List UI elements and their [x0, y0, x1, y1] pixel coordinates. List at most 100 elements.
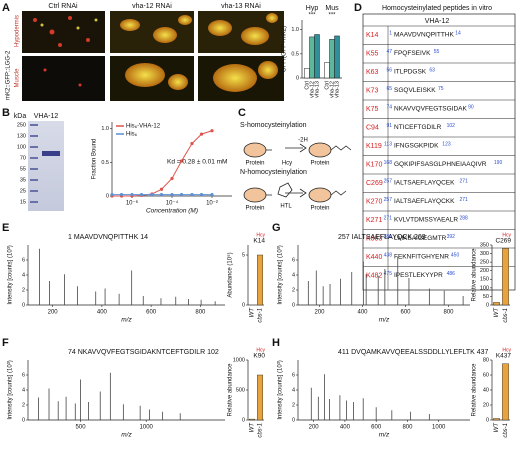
site: K75 — [366, 106, 379, 113]
start: 257 — [384, 197, 393, 203]
table-frame — [362, 13, 516, 291]
y-axis-label: GFP/(GFP+mK2) — [282, 26, 288, 72]
reaction-label: -2H — [298, 138, 308, 144]
site: K170 — [366, 161, 382, 168]
point — [199, 132, 204, 136]
peptide: 257 IALTSAEFLAYQCK 269 — [338, 234, 426, 241]
sequence: ITLPDGSK — [394, 69, 427, 76]
site: K73 — [366, 87, 379, 94]
y-axis-label: Intensity [counts] (10³) — [278, 245, 284, 304]
point — [150, 193, 154, 197]
y-tick-label: 0 — [486, 417, 489, 423]
reagent-label: Hcy — [282, 161, 292, 167]
y-tick-label: 300 — [480, 251, 489, 257]
marker-label: 15 — [20, 199, 26, 205]
site: K482 — [366, 272, 382, 279]
end: 392 — [447, 234, 456, 240]
point — [199, 193, 204, 197]
y-axis-label: Relative abundance — [228, 363, 234, 417]
site: K55 — [366, 50, 379, 57]
end: 55 — [434, 49, 440, 55]
y-tick-label: 1.0 — [101, 126, 109, 132]
start: 1 — [389, 30, 392, 36]
y-tick-label: 0.5 — [291, 51, 299, 57]
x-tick-label: 500 — [76, 425, 87, 431]
marker-label: 55 — [20, 166, 26, 172]
lane-label: VHA-12 — [34, 113, 59, 120]
point — [170, 176, 174, 181]
y-tick-label: 20 — [483, 402, 489, 408]
y-tick-label: 0 — [106, 193, 109, 199]
marker-label: 70 — [20, 155, 26, 161]
end: 450 — [451, 252, 460, 258]
site: K383 — [366, 235, 382, 242]
panel-label: C — [238, 107, 246, 119]
point — [159, 193, 164, 197]
reaction-title: N-homocysteinylation — [240, 169, 307, 176]
x-tick-label: 200 — [309, 425, 320, 431]
point — [119, 193, 124, 197]
bar — [314, 34, 320, 79]
start: 475 — [384, 271, 393, 277]
point — [179, 159, 184, 163]
marker-band — [30, 179, 38, 181]
sequence: IFNGSGKPIDK — [394, 143, 439, 150]
sequence: FEKNFITGHYENR — [394, 254, 449, 261]
x-tick-label: 10⁻² — [206, 201, 218, 207]
y-tick-label: 0 — [486, 302, 489, 308]
site: K271 — [366, 217, 382, 224]
y-tick-label: 200 — [480, 268, 489, 274]
bar — [324, 62, 330, 79]
x-tick-label: 200 — [314, 310, 325, 316]
sequence: IPESTLEKYYPR — [394, 272, 443, 279]
y-tick-label: 6 — [22, 372, 25, 378]
point — [190, 193, 194, 197]
table-header: VHA-12 — [425, 18, 450, 25]
x-tick-label: cbs-1 — [503, 423, 509, 438]
bar — [248, 418, 255, 421]
chart-subtitle: Hcy — [502, 232, 511, 238]
sequence: NKAVVQVFEGTSGIDAK — [394, 106, 468, 113]
schematic — [243, 142, 352, 203]
panel-label: D — [354, 2, 362, 14]
sequence: IALTSAEFLAYQCKK — [394, 198, 455, 205]
site: K440 — [366, 254, 382, 261]
y-axis-label: Intensity [counts] (10³) — [8, 245, 14, 304]
y-tick-label: 2 — [292, 402, 295, 408]
y-tick-label: 4 — [292, 387, 295, 393]
sequence: MAAVDVNQPITTHK — [394, 32, 454, 39]
x-tick-label: WT — [494, 422, 500, 433]
y-tick-label: 1000 — [233, 357, 245, 363]
panel-label: G — [272, 222, 281, 234]
marker-band — [30, 135, 38, 137]
y-axis-label: Intensity [counts] (10³) — [8, 360, 14, 419]
gel-image — [28, 121, 64, 211]
legend-label: His₆ — [126, 132, 138, 138]
y-tick-label: 80 — [483, 357, 489, 363]
x-tick-label: WT — [250, 307, 256, 318]
start: 438 — [384, 252, 393, 258]
protein-label: Protein — [245, 161, 264, 167]
start: 91 — [386, 123, 392, 129]
x-tick-label: 1000 — [140, 425, 154, 431]
table-title: Homocysteinylated peptides in vitro — [382, 5, 492, 12]
annotation: Kd = 0.28 ± 0.01 mM — [167, 159, 227, 166]
x-tick-label: 200 — [48, 310, 59, 316]
panel-label: A — [2, 2, 10, 14]
significance: *** — [328, 13, 336, 19]
x-tick-label: cbs-1 — [258, 423, 264, 438]
marker-band — [30, 157, 38, 159]
end: 288 — [460, 215, 469, 221]
protein-label: Protein — [245, 206, 264, 212]
column-label: vha-12 RNAi — [132, 3, 172, 10]
column-label: vha-13 RNAi — [221, 3, 261, 10]
x-tick-label: 10⁻⁶ — [126, 200, 139, 207]
category-label: Mus — [325, 5, 339, 12]
y-tick-label: 40 — [483, 387, 489, 393]
end: 190 — [494, 160, 503, 166]
x-tick-label: 10⁻⁴ — [166, 200, 179, 207]
image — [22, 56, 105, 101]
series-label: vha-12 — [329, 81, 335, 98]
chart-subtitle: Hcy — [502, 347, 511, 353]
marker-band — [30, 168, 38, 170]
